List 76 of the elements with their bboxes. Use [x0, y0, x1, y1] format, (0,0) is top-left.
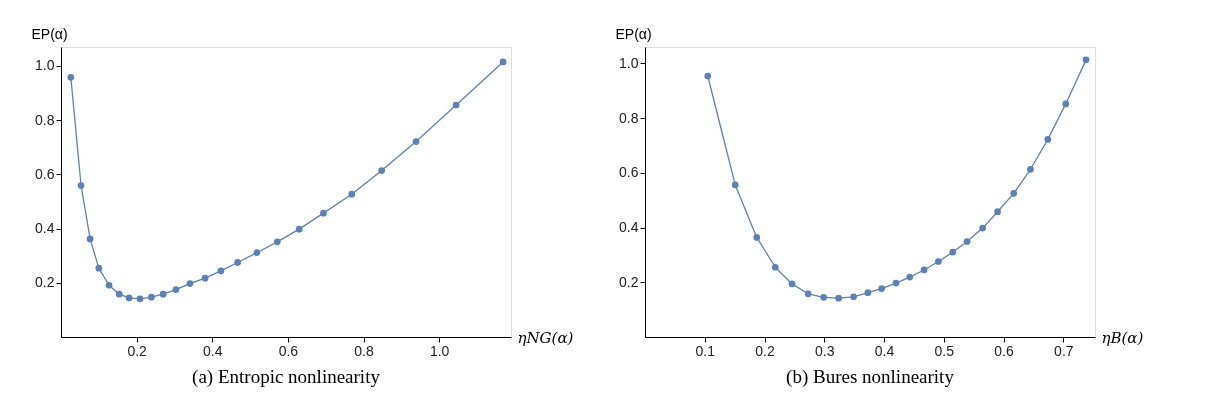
x-tick-label: 0.1	[695, 342, 716, 359]
y-tick-label: 0.2	[35, 274, 55, 291]
point	[86, 235, 94, 243]
point	[935, 258, 942, 265]
y-axis-title: EP(α)	[615, 25, 652, 42]
x-axis-title: ηB(α)	[1101, 328, 1144, 347]
point	[67, 74, 75, 81]
x-tick-label: 0.5	[934, 342, 955, 359]
point	[136, 295, 144, 303]
x-tick-label: 0.6	[994, 342, 1015, 359]
point	[864, 289, 872, 297]
x-tick-label: 0.4	[203, 342, 223, 359]
point	[1027, 165, 1034, 173]
point	[412, 138, 420, 145]
point	[878, 285, 886, 292]
point	[105, 281, 113, 289]
y-tick-label: 0.6	[619, 164, 639, 181]
point	[820, 293, 828, 301]
point	[704, 72, 712, 80]
x-tick-label: 0.2	[127, 342, 148, 359]
point	[949, 248, 957, 256]
point	[979, 224, 986, 232]
point	[1010, 190, 1018, 197]
y-tick-label: 0.8	[35, 111, 55, 128]
point	[788, 280, 796, 288]
point	[234, 259, 241, 266]
point	[835, 294, 842, 302]
x-tick-label: 0.4	[874, 342, 895, 359]
point	[320, 209, 327, 217]
y-tick-label: 0.6	[35, 165, 55, 182]
point	[378, 167, 386, 174]
y-tick-label: 0.2	[619, 273, 639, 290]
x-axis-title: ηNG(α)	[517, 328, 574, 347]
point	[253, 249, 261, 257]
point	[77, 182, 85, 189]
point	[1062, 100, 1070, 108]
point	[186, 280, 194, 287]
point	[348, 190, 356, 198]
point	[963, 238, 971, 245]
text: (b) Bures nonlinearity	[786, 366, 955, 388]
point	[201, 274, 209, 282]
point	[753, 234, 761, 241]
point	[95, 264, 103, 272]
point	[771, 263, 779, 271]
point	[125, 294, 133, 302]
x-tick-label: 0.6	[278, 342, 299, 359]
point	[452, 101, 460, 109]
y-tick-label: 0.4	[619, 219, 639, 236]
y-tick-label: 0.8	[619, 109, 639, 126]
text: (a) Entropic nonlinearity	[192, 366, 381, 388]
point	[499, 58, 507, 66]
y-tick-label: 1.0	[619, 54, 639, 71]
point	[115, 290, 123, 298]
x-tick-label: 0.2	[755, 342, 775, 359]
x-tick-label: 0.8	[354, 342, 374, 359]
point	[217, 267, 225, 275]
point	[159, 290, 167, 298]
point	[1082, 56, 1090, 64]
x-tick-label: 0.3	[815, 342, 835, 359]
point	[172, 286, 180, 293]
point	[994, 208, 1001, 216]
point	[906, 273, 914, 281]
point	[731, 181, 739, 189]
point	[804, 290, 812, 298]
y-axis-title: EP(α)	[31, 25, 68, 42]
x-tick-label: 0.7	[1054, 342, 1074, 359]
point	[892, 279, 900, 287]
point	[920, 266, 928, 274]
point	[295, 225, 303, 233]
point	[148, 293, 155, 301]
point	[850, 293, 857, 301]
point	[273, 238, 281, 246]
point	[1044, 136, 1052, 143]
y-tick-label: 1.0	[35, 57, 55, 74]
y-tick-label: 0.4	[35, 220, 55, 237]
x-tick-label: 1.0	[429, 342, 450, 359]
